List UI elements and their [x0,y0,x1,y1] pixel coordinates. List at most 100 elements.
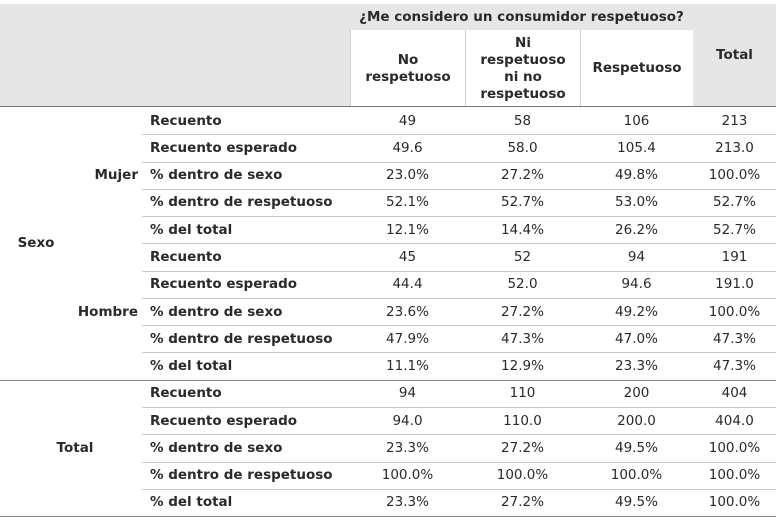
cell: 53.0% [615,194,658,211]
group-label: Hombre [77,303,138,320]
row-label: Recuento esperado [150,412,298,429]
cell: 47.0% [615,330,658,347]
cell: 47.3% [713,330,756,347]
cell: 12.9% [501,358,544,375]
cell: 100.0% [708,303,761,320]
cell: 52 [513,248,532,265]
row-label: % dentro de sexo [150,439,283,456]
cell: 100.0% [708,439,761,456]
group-label: Mujer [94,167,139,184]
cell: 58.0 [507,139,538,156]
cell: 105.4 [617,139,656,156]
cell: 58 [513,112,532,129]
cell: 52.7% [713,194,756,211]
rule [142,406,776,408]
cell: 49.8% [615,167,658,184]
rule [142,270,776,272]
cell: 213 [721,112,748,129]
cell: 23.0% [386,167,429,184]
rule [0,106,776,107]
column-header: Respetuoso [580,30,693,107]
row-label: % del total [150,494,233,511]
cell: 49.2% [615,303,658,320]
row-label: % dentro de respetuoso [150,194,333,211]
cell: 45 [398,248,417,265]
cell: 100.0% [708,494,761,511]
cell: 94 [627,248,646,265]
cell: 106 [623,112,650,129]
cell: 100.0% [708,167,761,184]
column-header: No respetuoso [350,30,465,107]
row-label: Recuento esperado [150,139,298,156]
cell: 191 [721,248,748,265]
cell: 49.5% [615,494,658,511]
rule [0,379,776,381]
cell: 23.3% [615,358,658,375]
cell: 94.6 [621,276,652,293]
rule [142,161,776,163]
cell: 11.1% [386,358,429,375]
cell: 213.0 [715,139,754,156]
cell: 404 [721,385,748,402]
cell: 52.7% [713,221,756,238]
rule [142,488,776,490]
cell: 404.0 [715,412,754,429]
cell: 94 [398,385,417,402]
row-label: % del total [150,221,233,238]
column-header: Ni respetuoso ni no respetuoso [465,30,580,107]
cell: 47.3% [501,330,544,347]
cell: 110 [509,385,536,402]
cell: 49 [398,112,417,129]
cell: 47.9% [386,330,429,347]
row-label: Recuento [150,385,222,402]
cell: 23.3% [386,439,429,456]
rule [142,297,776,299]
rule [142,325,776,327]
rule [142,461,776,463]
column-header: Total [693,4,776,107]
cell: 49.5% [615,439,658,456]
row-label: Recuento [150,248,222,265]
rule [142,188,776,190]
cell: 100.0% [496,467,549,484]
cell: 52.1% [386,194,429,211]
rule [142,243,776,245]
cell: 12.1% [386,221,429,238]
cell: 200 [623,385,650,402]
cell: 191.0 [715,276,754,293]
row-label: % dentro de respetuoso [150,330,333,347]
row-variable: Sexo [17,235,55,252]
group-label: Total [56,439,94,456]
row-label: Recuento [150,112,222,129]
cell: 52.0 [507,276,538,293]
cell: 52.7% [501,194,544,211]
rule [142,352,776,354]
cell: 23.6% [386,303,429,320]
cell: 27.2% [501,439,544,456]
rule [0,516,776,518]
row-label: Recuento esperado [150,276,298,293]
cell: 27.2% [501,303,544,320]
cell: 100.0% [708,467,761,484]
cell: 26.2% [615,221,658,238]
cell: 27.2% [501,494,544,511]
cell: 49.6 [392,139,423,156]
cell: 14.4% [501,221,544,238]
row-label: % del total [150,358,233,375]
cell: 44.4 [392,276,423,293]
row-label: % dentro de sexo [150,167,283,184]
cell: 110.0 [503,412,542,429]
cell: 27.2% [501,167,544,184]
cell: 94.0 [392,412,423,429]
group-title: ¿Me considero un consumidor respetuoso? [350,4,693,30]
cell: 23.3% [386,494,429,511]
cell: 100.0% [381,467,434,484]
rule [142,134,776,136]
rule [142,216,776,218]
cell: 200.0 [617,412,656,429]
cell: 100.0% [610,467,663,484]
row-label: % dentro de respetuoso [150,467,333,484]
row-label: % dentro de sexo [150,303,283,320]
rule [142,434,776,436]
